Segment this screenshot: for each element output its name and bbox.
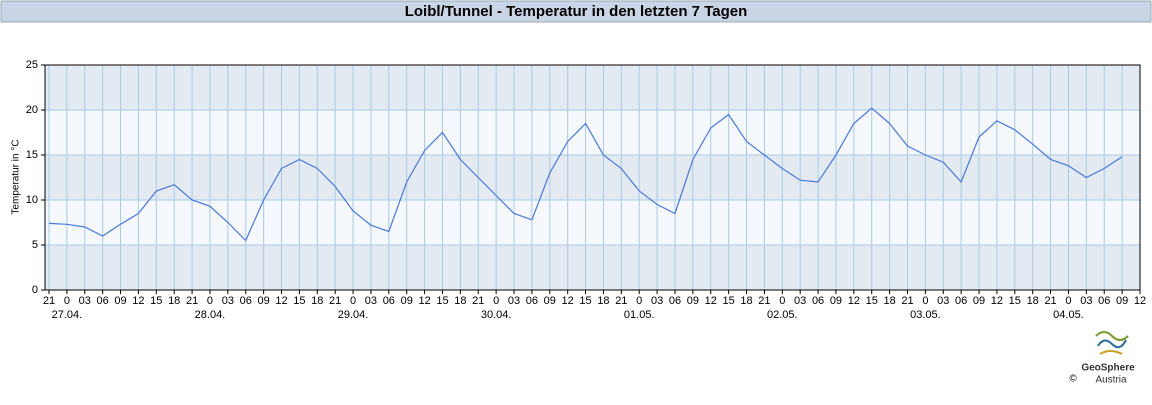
x-tick-label: 15 <box>723 295 735 307</box>
x-tick-label: 0 <box>636 295 642 307</box>
x-tick-label: 21 <box>1044 295 1056 307</box>
date-label: 30.04. <box>481 309 512 321</box>
x-tick-label: 03 <box>508 295 520 307</box>
y-tick-label: 0 <box>32 284 38 296</box>
date-label: 03.05. <box>910 309 941 321</box>
x-tick-label: 03 <box>79 295 91 307</box>
y-tick-label: 10 <box>26 194 38 206</box>
temperature-line <box>48 107 1123 242</box>
x-tick-label: 09 <box>1116 295 1128 307</box>
x-tick-label: 15 <box>150 295 162 307</box>
x-tick-label: 21 <box>186 295 198 307</box>
x-tick-label: 18 <box>311 295 323 307</box>
x-tick-label: 06 <box>97 295 109 307</box>
y-axis-label: Temperatur in °C <box>11 139 22 214</box>
x-tick-label: 0 <box>350 295 356 307</box>
x-tick-label: 12 <box>848 295 860 307</box>
y-tick-label: 20 <box>26 104 38 116</box>
x-tick-label: 0 <box>922 295 928 307</box>
chart-title: Loibl/Tunnel - Temperatur in den letzten… <box>405 3 748 20</box>
x-tick-label: 09 <box>830 295 842 307</box>
x-tick-label: 03 <box>1080 295 1092 307</box>
x-tick-label: 21 <box>472 295 484 307</box>
x-tick-label: 09 <box>973 295 985 307</box>
logo-swirl <box>1095 331 1129 341</box>
x-tick-label: 21 <box>901 295 913 307</box>
x-tick-label: 12 <box>991 295 1003 307</box>
x-tick-label: 18 <box>168 295 180 307</box>
plot-frame <box>44 64 1141 291</box>
x-tick-label: 03 <box>937 295 949 307</box>
grid-band <box>45 65 1140 110</box>
x-tick-label: 21 <box>43 295 55 307</box>
x-tick-label: 06 <box>1098 295 1110 307</box>
y-tick-label: 5 <box>32 239 38 251</box>
date-label: 02.05. <box>767 309 798 321</box>
grid-band <box>45 245 1140 290</box>
x-tick-label: 03 <box>365 295 377 307</box>
x-tick-label: 12 <box>705 295 717 307</box>
logo: GeoSphere Austria © <box>1069 331 1135 386</box>
x-tick-label: 03 <box>651 295 663 307</box>
date-label: 27.04. <box>52 309 83 321</box>
x-tick-label: 0 <box>493 295 499 307</box>
copyright: © <box>1069 374 1077 385</box>
y-tick-label: 25 <box>26 59 38 71</box>
x-tick-label: 15 <box>1009 295 1021 307</box>
x-tick-label: 18 <box>1027 295 1039 307</box>
x-tick-label: 15 <box>293 295 305 307</box>
x-tick-label: 18 <box>454 295 466 307</box>
x-tick-label: 06 <box>240 295 252 307</box>
logo-swirl <box>1099 350 1123 355</box>
x-tick-label: 12 <box>562 295 574 307</box>
x-tick-label: 09 <box>257 295 269 307</box>
x-tick-label: 06 <box>383 295 395 307</box>
x-tick-label: 06 <box>526 295 538 307</box>
date-label: 04.05. <box>1053 309 1084 321</box>
x-tick-label: 15 <box>866 295 878 307</box>
x-tick-label: 21 <box>329 295 341 307</box>
x-tick-label: 09 <box>401 295 413 307</box>
x-tick-label: 0 <box>64 295 70 307</box>
logo-swirl <box>1097 339 1127 349</box>
y-tick-label: 15 <box>26 149 38 161</box>
grid-band <box>45 155 1140 200</box>
x-tick-label: 12 <box>418 295 430 307</box>
logo-name: GeoSphere <box>1081 363 1135 374</box>
date-label: 28.04. <box>195 309 226 321</box>
x-tick-label: 18 <box>883 295 895 307</box>
x-tick-label: 06 <box>812 295 824 307</box>
x-tick-label: 21 <box>758 295 770 307</box>
x-tick-label: 09 <box>544 295 556 307</box>
logo-sub: Austria <box>1095 375 1127 386</box>
x-tick-label: 12 <box>1134 295 1146 307</box>
date-label: 29.04. <box>338 309 369 321</box>
x-tick-label: 0 <box>207 295 213 307</box>
x-tick-label: 15 <box>436 295 448 307</box>
title-bar <box>0 0 1152 23</box>
x-tick-label: 18 <box>597 295 609 307</box>
x-tick-label: 06 <box>955 295 967 307</box>
x-tick-label: 15 <box>579 295 591 307</box>
x-tick-label: 18 <box>740 295 752 307</box>
x-tick-label: 09 <box>114 295 126 307</box>
x-tick-label: 0 <box>1065 295 1071 307</box>
x-tick-label: 0 <box>779 295 785 307</box>
date-label: 01.05. <box>624 309 655 321</box>
x-tick-label: 12 <box>132 295 144 307</box>
x-tick-label: 12 <box>275 295 287 307</box>
x-tick-label: 03 <box>222 295 234 307</box>
x-tick-label: 09 <box>687 295 699 307</box>
x-tick-label: 03 <box>794 295 806 307</box>
x-tick-label: 06 <box>669 295 681 307</box>
x-tick-label: 21 <box>615 295 627 307</box>
